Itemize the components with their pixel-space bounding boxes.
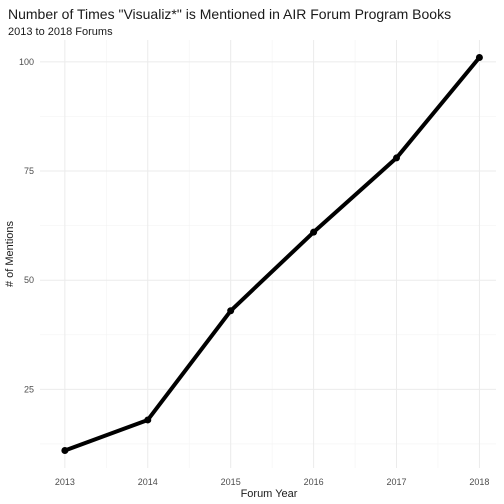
y-tick-label: 50 (24, 275, 34, 285)
x-tick-label: 2017 (386, 477, 406, 487)
grid (40, 40, 496, 468)
chart-title: Number of Times "Visualiz*" is Mentioned… (8, 6, 451, 22)
x-axis-ticks: 2013 2014 2015 2016 2017 2018 (55, 477, 490, 487)
data-point (61, 447, 69, 455)
y-tick-label: 100 (19, 57, 34, 67)
y-axis-title: # of Mentions (4, 220, 16, 287)
y-tick-label: 25 (24, 384, 34, 394)
x-tick-label: 2015 (221, 477, 241, 487)
y-tick-label: 75 (24, 166, 34, 176)
x-axis-title: Forum Year (241, 488, 298, 500)
data-point (475, 53, 483, 61)
x-tick-label: 2018 (469, 477, 489, 487)
series (61, 53, 483, 455)
y-axis-ticks: 25 50 75 100 (19, 57, 34, 395)
x-tick-label: 2013 (55, 477, 75, 487)
x-tick-label: 2014 (138, 477, 158, 487)
data-point (310, 228, 318, 236)
data-point (393, 154, 401, 162)
data-point (144, 416, 152, 424)
chart-subtitle: 2013 to 2018 Forums (8, 26, 113, 38)
data-point (227, 307, 235, 315)
series-line (62, 55, 482, 453)
x-tick-label: 2016 (304, 477, 324, 487)
